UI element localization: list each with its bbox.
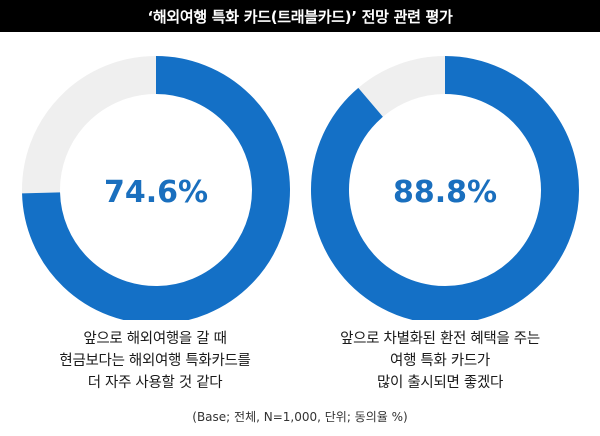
caption-right-line-2: 여행 특화 카드가 [390, 353, 490, 369]
caption-left-line-1: 앞으로 해외여행을 갈 때 [83, 331, 227, 347]
donut-left-value-slice [22, 56, 290, 320]
donut-left-remainder-slice [22, 56, 157, 194]
caption-right-line-3: 많이 출시되면 좋겠다 [377, 375, 503, 391]
donut-right-value-label: 88.8% [393, 175, 497, 210]
caption-left-line-3: 더 자주 사용할 것 같다 [87, 375, 223, 391]
donut-left-value-label: 74.6% [104, 175, 208, 210]
donut-right-value-slice [311, 56, 579, 320]
caption-right: 앞으로 차별화된 환전 혜택을 주는 여행 특화 카드가 많이 출시되면 좋겠다 [300, 328, 580, 394]
caption-right-line-1: 앞으로 차별화된 환전 혜택을 주는 [340, 331, 540, 347]
caption-left: 앞으로 해외여행을 갈 때 현금보다는 해외여행 특화카드를 더 자주 사용할 … [20, 328, 290, 394]
donut-charts: 74.6% 88.8% [22, 56, 579, 320]
caption-left-line-2: 현금보다는 해외여행 특화카드를 [59, 353, 251, 369]
footnote: (Base; 전체, N=1,000, 단위; 동의율 %) [192, 410, 408, 424]
donut-right-remainder-slice [358, 56, 446, 118]
chart-title: ‘해외여행 특화 카드(트래블카드)’ 전망 관련 평가 [0, 0, 600, 32]
